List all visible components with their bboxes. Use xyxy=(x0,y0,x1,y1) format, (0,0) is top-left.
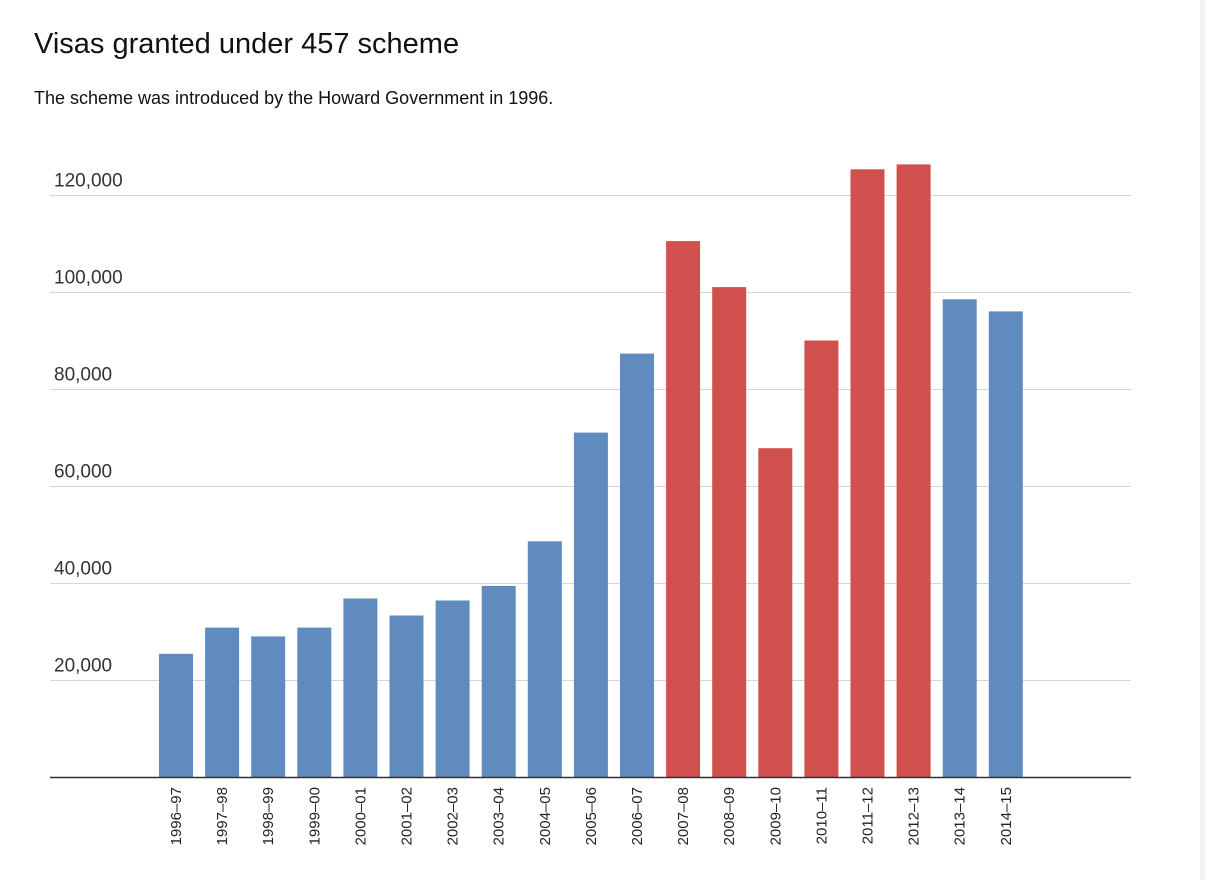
bar-1997–98 xyxy=(205,627,240,777)
x-tick-label: 2002–03 xyxy=(445,787,462,845)
x-tick-label: 1999–00 xyxy=(306,787,323,845)
bar-2012–13 xyxy=(896,164,931,777)
x-tick-label: 2005–06 xyxy=(583,787,600,845)
x-tick-label: 1996–97 xyxy=(168,787,185,845)
y-tick-label: 120,000 xyxy=(54,171,123,192)
bar-2004–05 xyxy=(527,541,562,777)
bar-1996–97 xyxy=(159,653,193,777)
x-tick-label: 2012–13 xyxy=(906,787,923,845)
bar-2007–08 xyxy=(666,241,701,778)
bar-2009–10 xyxy=(758,448,793,777)
x-tick-label: 2014–15 xyxy=(998,787,1015,845)
x-tick-label: 2004–05 xyxy=(537,787,554,845)
x-tick-label: 2013–14 xyxy=(952,787,969,845)
x-tick-label: 2000–01 xyxy=(352,787,369,845)
y-tick-label: 60,000 xyxy=(54,462,112,483)
bar-2002–03 xyxy=(435,600,470,777)
bar-1998–99 xyxy=(251,636,286,777)
bar-2011–12 xyxy=(850,169,885,778)
chart-subtitle: The scheme was introduced by the Howard … xyxy=(34,88,554,108)
bar-2000–01 xyxy=(343,598,378,777)
y-tick-label: 40,000 xyxy=(54,559,112,580)
x-tick-label: 2008–09 xyxy=(721,787,738,845)
x-tick-label: 2001–02 xyxy=(399,787,416,845)
bar-2008–09 xyxy=(712,287,747,777)
x-tick-label: 2006–07 xyxy=(629,787,646,845)
y-axis-tick-labels: 20,000 40,000 60,000 80,000 100,000 120,000 xyxy=(54,171,123,677)
y-tick-label: 100,000 xyxy=(54,268,123,289)
bar-2001–02 xyxy=(389,615,424,777)
bars xyxy=(159,164,1023,778)
x-tick-label: 2010–11 xyxy=(813,787,830,844)
bar-1999–00 xyxy=(297,627,332,777)
bar-2006–07 xyxy=(620,353,654,777)
bar-2005–06 xyxy=(573,432,608,777)
x-axis-category-labels: 1996–97 1997–98 1998–99 1999–00 2000–01 2001–… xyxy=(168,787,1015,845)
scrollbar-edge xyxy=(1200,0,1205,880)
x-tick-label: 2009–10 xyxy=(767,787,784,845)
bar-2014–15 xyxy=(988,311,1023,777)
x-tick-label: 2011–12 xyxy=(860,787,877,844)
bar-2003–04 xyxy=(481,585,516,777)
x-tick-label: 1998–99 xyxy=(260,787,277,845)
x-tick-label: 1997–98 xyxy=(214,787,231,845)
x-tick-label: 2007–08 xyxy=(675,787,692,845)
bar-2013–14 xyxy=(942,299,977,777)
x-tick-label: 2003–04 xyxy=(491,787,508,845)
y-tick-label: 20,000 xyxy=(54,656,112,677)
chart-title: Visas granted under 457 scheme xyxy=(34,28,460,60)
y-tick-label: 80,000 xyxy=(54,365,112,386)
bar-2010–11 xyxy=(804,340,839,777)
